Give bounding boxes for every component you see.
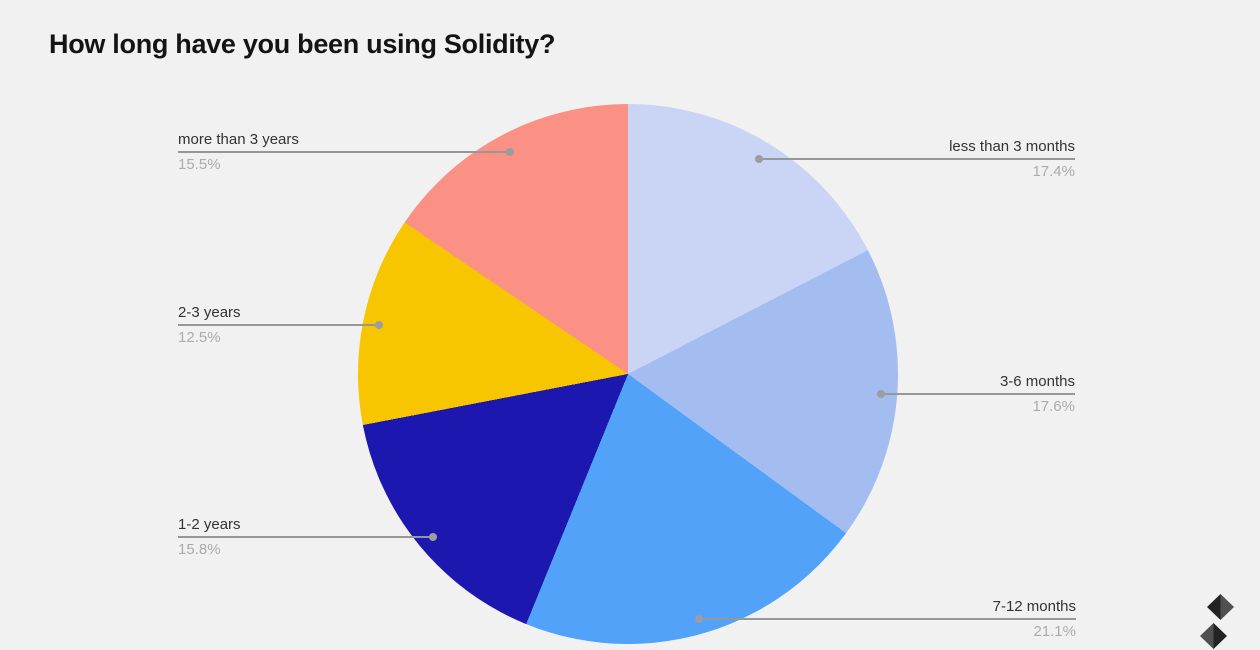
callout-1-2-years: 1-2 years 15.8% — [178, 515, 437, 559]
logo-top-dark — [1207, 594, 1221, 620]
leader-dot — [375, 321, 383, 329]
pie-chart — [358, 104, 898, 644]
callout-7-12-months: 7-12 months 21.1% — [695, 597, 1076, 641]
leader-line — [178, 148, 514, 156]
slice-percent: 21.1% — [1033, 623, 1076, 640]
callout-less-than-3-months: less than 3 months 17.4% — [755, 137, 1075, 181]
slice-percent: 15.5% — [178, 156, 221, 173]
slice-percent: 15.8% — [178, 541, 221, 558]
leader-line — [755, 155, 1075, 163]
slice-percent: 17.6% — [1032, 398, 1075, 415]
solidity-logo-icon — [1200, 594, 1234, 649]
leader-line — [877, 390, 1075, 398]
slice-label: 7-12 months — [992, 598, 1076, 615]
slice-percent: 17.4% — [1032, 163, 1075, 180]
leader-line — [178, 321, 383, 329]
logo-top-mid — [1220, 594, 1234, 620]
slice-label: 3-6 months — [999, 373, 1075, 390]
logo-bottom-dark — [1213, 623, 1227, 649]
callout-more-than-3-years: more than 3 years 15.5% — [178, 130, 514, 174]
leader-dot — [877, 390, 885, 398]
callout-2-3-years: 2-3 years 12.5% — [178, 303, 383, 347]
slice-label: 1-2 years — [178, 516, 241, 533]
leader-dot — [755, 155, 763, 163]
logo-bottom-mid — [1200, 623, 1214, 649]
leader-dot — [506, 148, 514, 156]
slice-label: 2-3 years — [178, 304, 241, 321]
leader-dot — [429, 533, 437, 541]
leader-line — [695, 615, 1076, 623]
page-title: How long have you been using Solidity? — [49, 29, 556, 59]
callout-3-6-months: 3-6 months 17.6% — [877, 372, 1075, 416]
leader-line — [178, 533, 437, 541]
slice-percent: 12.5% — [178, 329, 221, 346]
leader-dot — [695, 615, 703, 623]
slice-label: more than 3 years — [178, 131, 299, 148]
slice-label: less than 3 months — [949, 138, 1075, 155]
